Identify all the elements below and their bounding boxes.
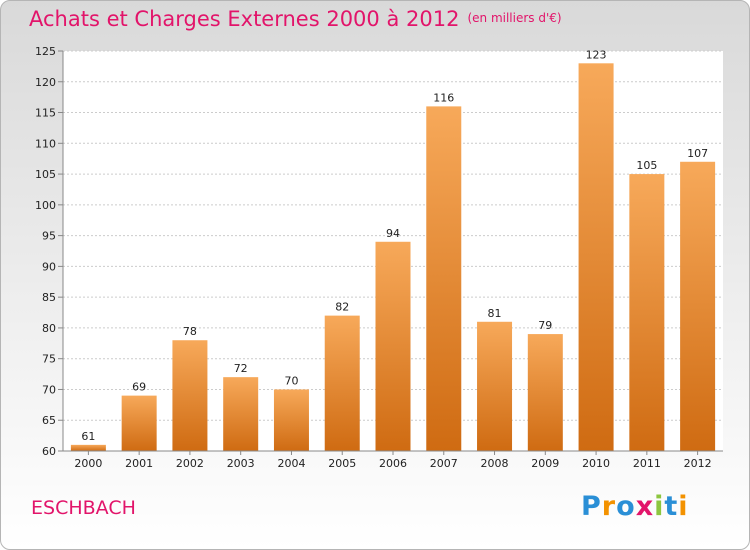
bar-value-label: 78 — [183, 325, 197, 338]
x-tick-label: 2008 — [481, 457, 509, 470]
bar-value-label: 81 — [488, 307, 502, 320]
proxiti-logo: Proxiti — [581, 491, 689, 522]
x-axis-ticks: 2000 2001 2002 2003 2004 2005 2006 2007 2008 2009… — [74, 451, 712, 470]
x-tick-label: 2010 — [582, 457, 610, 470]
y-tick-label: 65 — [42, 414, 56, 427]
x-tick-label: 2007 — [430, 457, 458, 470]
y-tick-label: 125 — [35, 45, 56, 58]
bar-2003 — [223, 377, 259, 451]
bar-2008 — [477, 321, 513, 451]
y-tick-label: 85 — [42, 291, 56, 304]
chart-title-text: Achats et Charges Externes 2000 à 2012 — [29, 7, 460, 31]
bar-value-label: 82 — [335, 301, 349, 314]
bar-2005 — [324, 315, 360, 451]
y-tick-label: 80 — [42, 322, 56, 335]
bar-value-label: 94 — [386, 227, 400, 240]
bars: 61 69 78 72 70 82 94 116 81 79 123 105 107 — [70, 48, 716, 452]
bar-2001 — [121, 395, 157, 451]
bar-2010 — [578, 63, 614, 452]
bar-2000 — [70, 444, 106, 451]
x-tick-label: 2006 — [379, 457, 407, 470]
y-tick-label: 105 — [35, 168, 56, 181]
bar-value-label: 69 — [132, 381, 146, 394]
logo-letter: x — [635, 491, 655, 522]
bar-2006 — [375, 241, 411, 451]
y-tick-label: 115 — [35, 107, 56, 120]
y-tick-label: 75 — [42, 353, 56, 366]
logo-letter: P — [581, 491, 602, 522]
y-tick-label: 120 — [35, 76, 56, 89]
x-tick-label: 2011 — [633, 457, 661, 470]
bar-2011 — [629, 174, 665, 452]
x-tick-label: 2002 — [176, 457, 204, 470]
bar-value-label: 70 — [284, 374, 298, 387]
logo-letter: o — [616, 491, 636, 522]
logo-letter: t — [664, 491, 679, 522]
bar-2007 — [426, 106, 462, 451]
y-tick-label: 95 — [42, 230, 56, 243]
x-tick-label: 2012 — [684, 457, 712, 470]
bar-value-label: 72 — [234, 362, 248, 375]
bar-value-label: 116 — [433, 91, 454, 104]
bar-value-label: 105 — [636, 159, 657, 172]
x-tick-label: 2003 — [227, 457, 255, 470]
bar-2004 — [273, 389, 309, 451]
x-tick-label: 2009 — [531, 457, 559, 470]
bar-value-label: 61 — [81, 430, 95, 443]
logo-letter: i — [654, 491, 665, 522]
logo-letter: r — [601, 491, 617, 522]
bar-value-label: 123 — [586, 48, 607, 61]
x-tick-label: 2000 — [74, 457, 102, 470]
y-axis-ticks: 60 65 70 75 80 85 90 95 100 105 110 115 120 125 — [35, 45, 63, 458]
x-tick-label: 2004 — [277, 457, 305, 470]
x-tick-label: 2001 — [125, 457, 153, 470]
y-tick-label: 90 — [42, 260, 56, 273]
bar-2009 — [527, 334, 563, 451]
bar-value-label: 79 — [538, 319, 552, 332]
x-tick-label: 2005 — [328, 457, 356, 470]
chart-title: Achats et Charges Externes 2000 à 2012 (e… — [29, 7, 562, 31]
bar-2012 — [680, 161, 716, 451]
bar-value-label: 107 — [687, 147, 708, 160]
y-tick-label: 70 — [42, 383, 56, 396]
bar-2002 — [172, 340, 208, 451]
y-tick-label: 110 — [35, 137, 56, 150]
chart-subtitle: (en milliers d'€) — [467, 11, 562, 25]
y-tick-label: 100 — [35, 199, 56, 212]
logo-letter: i — [678, 491, 689, 522]
commune-name: ESCHBACH — [31, 497, 136, 519]
y-tick-label: 60 — [42, 445, 56, 458]
